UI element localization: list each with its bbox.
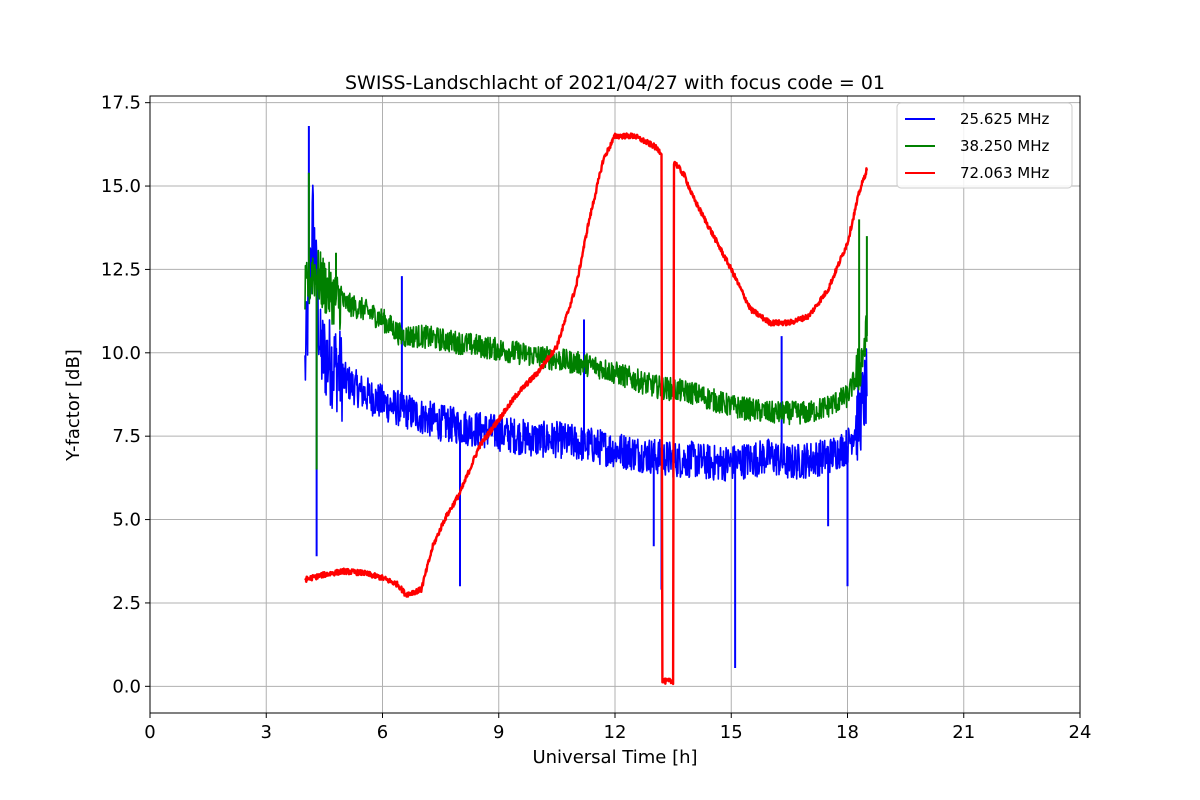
- y-tick-label: 17.5: [101, 93, 141, 114]
- y-tick-label: 15.0: [101, 176, 141, 197]
- y-tick-label: 5.0: [112, 510, 141, 531]
- axis-ticks: 0 3 6 9 12 15 18 21 24 0.0 2.5 5.0 7.5 10.0 12.5 15.0 17…: [101, 93, 1092, 743]
- x-tick-label: 15: [720, 722, 743, 743]
- x-axis-title: Universal Time [h]: [532, 747, 697, 768]
- x-tick-label: 0: [144, 722, 155, 743]
- legend-label: 72.063 MHz: [960, 164, 1049, 182]
- series-38-250-mhz: [304, 172, 868, 470]
- x-tick-label: 24: [1069, 722, 1092, 743]
- y-tick-label: 0.0: [112, 676, 141, 697]
- data-series: [304, 126, 869, 686]
- x-tick-label: 9: [493, 722, 504, 743]
- series-line: [304, 184, 868, 482]
- series-72-063-mhz: [304, 132, 869, 686]
- y-tick-label: 7.5: [112, 426, 141, 447]
- chart-title: SWISS-Landschlacht of 2021/04/27 with fo…: [345, 72, 885, 94]
- legend-label: 38.250 MHz: [960, 137, 1049, 155]
- x-tick-label: 21: [952, 722, 975, 743]
- series-line: [304, 132, 869, 686]
- legend-label: 25.625 MHz: [960, 110, 1049, 128]
- y-tick-label: 2.5: [112, 593, 141, 614]
- legend: 25.625 MHz 38.250 MHz 72.063 MHz: [896, 102, 1073, 189]
- legend-box: [896, 102, 1073, 189]
- x-tick-label: 6: [377, 722, 388, 743]
- y-tick-label: 12.5: [101, 259, 141, 280]
- series-line: [304, 249, 868, 426]
- x-tick-label: 12: [604, 722, 627, 743]
- x-tick-label: 18: [836, 722, 859, 743]
- y-axis-title: Y-factor [dB]: [63, 349, 84, 462]
- y-tick-label: 10.0: [101, 343, 141, 364]
- x-tick-label: 3: [261, 722, 272, 743]
